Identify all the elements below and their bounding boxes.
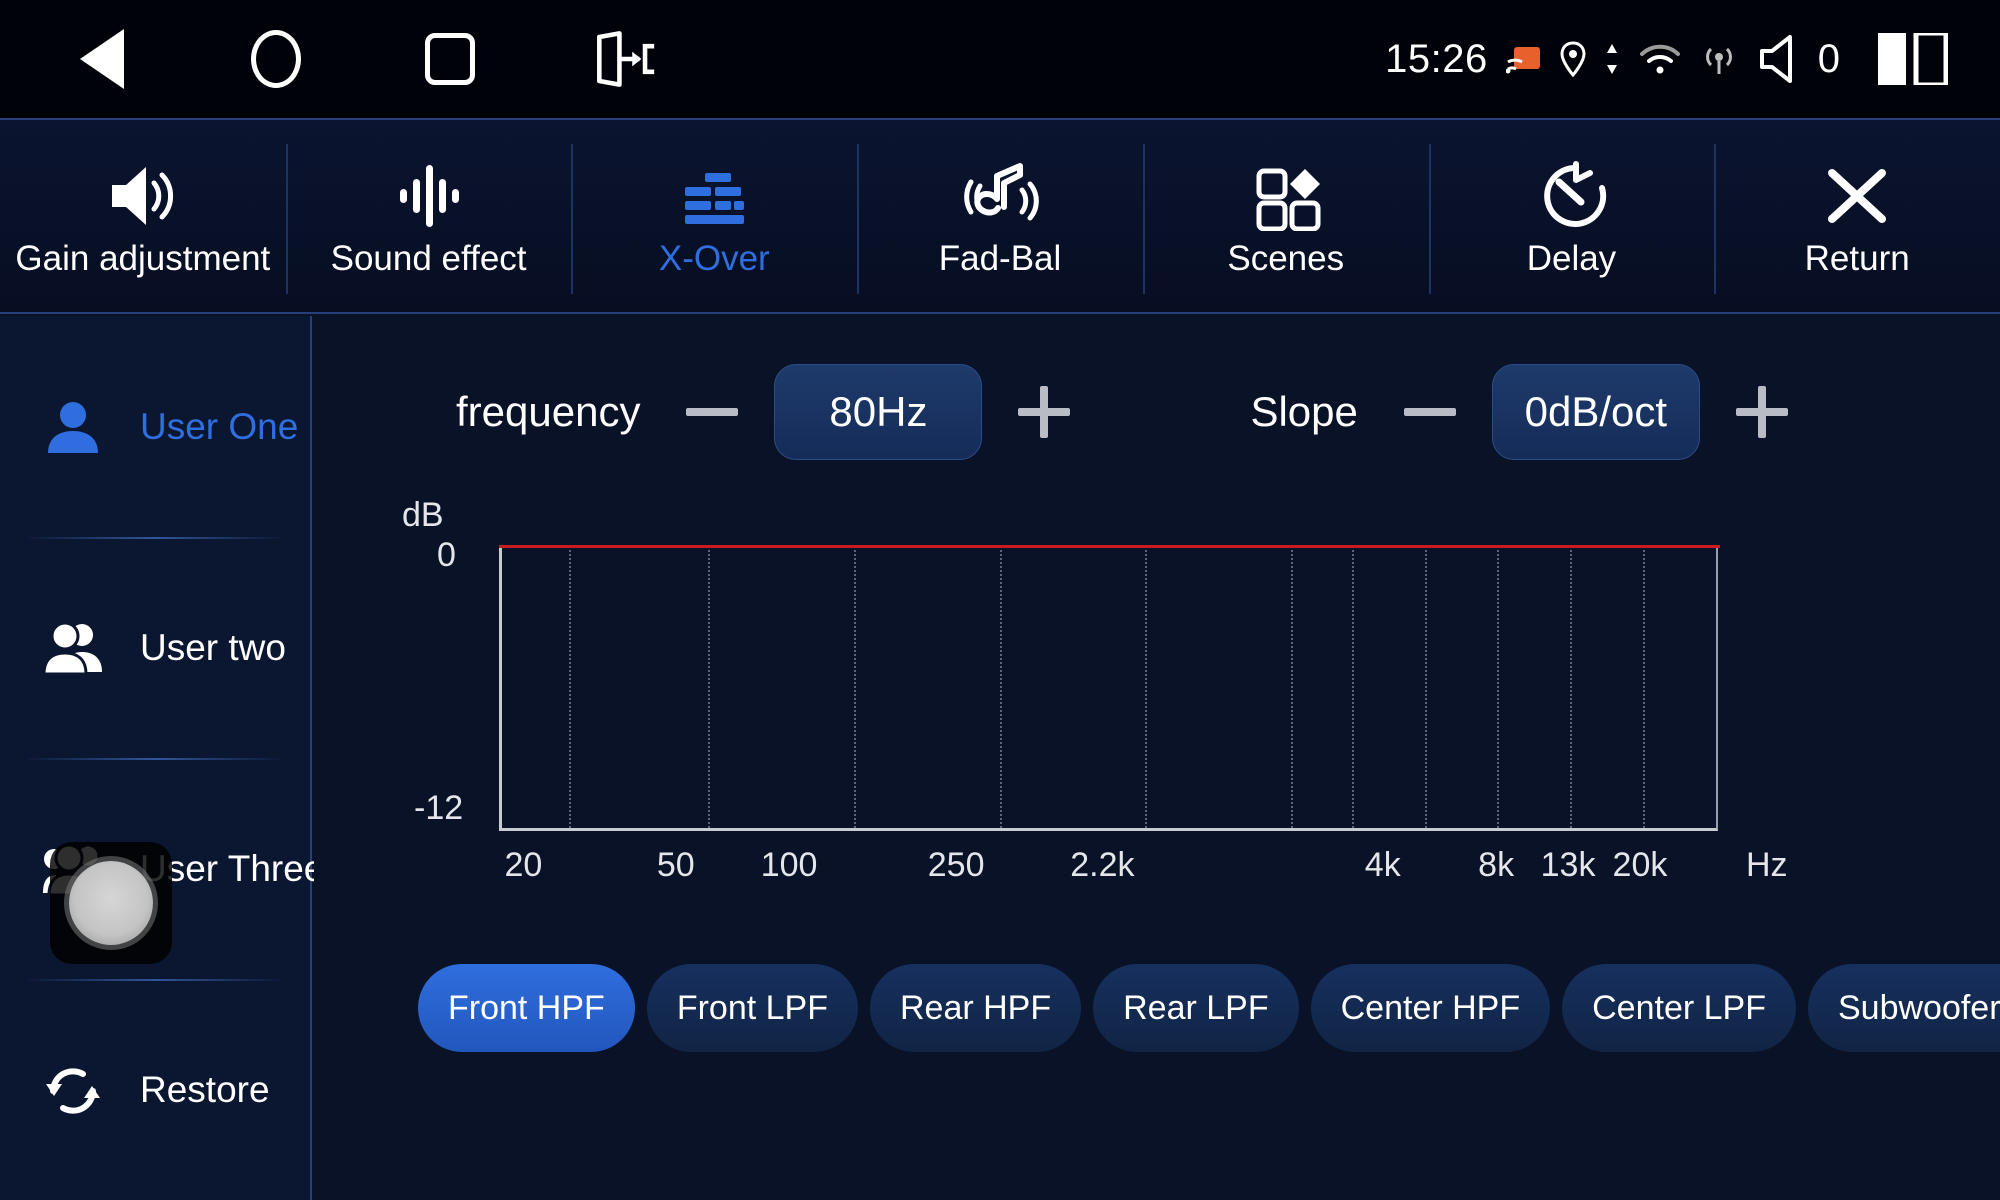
frequency-minus-icon[interactable]	[674, 374, 750, 450]
chart-plot-area[interactable]	[499, 546, 1718, 831]
home-icon[interactable]	[244, 27, 308, 91]
back-icon[interactable]	[70, 27, 134, 91]
user-preset-sidebar: User One User two	[0, 316, 324, 1200]
x-tick-label: 50	[656, 846, 695, 884]
close-x-icon	[1822, 157, 1892, 235]
broadcast-icon	[1700, 40, 1738, 78]
chart-gridline	[1291, 546, 1294, 828]
chart-gridline	[1497, 546, 1500, 828]
frequency-control: frequency 80Hz	[456, 364, 1082, 460]
x-axis-unit-label: Hz	[1746, 846, 1788, 884]
slope-minus-icon[interactable]	[1392, 374, 1468, 450]
response-curve-line	[499, 545, 1720, 548]
filter-chip-center-lpf[interactable]: Center LPF	[1562, 964, 1796, 1052]
x-tick-label: 4k	[1364, 846, 1401, 884]
user-single-icon	[42, 399, 104, 455]
exit-app-icon[interactable]	[592, 27, 656, 91]
tab-delay[interactable]: Delay	[1428, 120, 1715, 312]
navigation-bar	[70, 27, 656, 91]
tab-scenes[interactable]: Scenes	[1142, 120, 1429, 312]
split-screen-icon	[1878, 33, 1948, 85]
sidebar-item-restore[interactable]: Restore	[0, 979, 310, 1200]
y-tick-minus12: -12	[414, 789, 464, 827]
chart-gridline	[708, 546, 711, 828]
tab-x-over[interactable]: X-Over	[571, 120, 857, 312]
x-tick-label: 100	[760, 846, 818, 884]
chart-gridline	[1643, 546, 1646, 828]
chart-gridline	[1424, 546, 1427, 828]
location-pin-icon	[1560, 41, 1586, 77]
x-tick-label: 250	[927, 846, 985, 884]
filter-chip-rear-hpf[interactable]: Rear HPF	[869, 964, 1082, 1052]
status-clock: 15:26	[1385, 36, 1488, 81]
x-tick-label: 8k	[1478, 846, 1515, 884]
assistive-touch-knob	[69, 861, 153, 945]
tab-label: X-Over	[658, 238, 770, 278]
sidebar-item-user-one[interactable]: User One	[0, 316, 310, 537]
crossover-panel: frequency 80Hz Slope 0dB/oct dB 0 -	[314, 316, 2000, 1200]
tab-label: Delay	[1526, 238, 1617, 278]
filter-channel-chips: Front HPF Front LPF Rear HPF Rear LPF Center…	[418, 964, 2000, 1052]
android-status-bar: 15:26	[0, 0, 2000, 118]
equalizer-bars-icon	[671, 157, 757, 235]
y-tick-0: 0	[437, 536, 456, 574]
assistive-touch-icon[interactable]	[50, 842, 172, 964]
y-axis-unit-label: dB	[402, 496, 444, 534]
filter-chip-rear-lpf[interactable]: Rear LPF	[1093, 964, 1299, 1052]
frequency-label: frequency	[456, 388, 641, 435]
waveform-icon	[390, 157, 468, 235]
tab-label: Gain adjustment	[15, 238, 271, 278]
tab-label: Scenes	[1227, 238, 1345, 278]
sidebar-item-label: Restore	[140, 1068, 270, 1110]
filter-chip-center-hpf[interactable]: Center HPF	[1310, 964, 1551, 1052]
chart-gridline	[1351, 546, 1354, 828]
chart-gridline	[999, 546, 1002, 828]
user-double-icon	[42, 620, 104, 676]
sidebar-item-label: User One	[140, 405, 299, 447]
crossover-controls: frequency 80Hz Slope 0dB/oct	[314, 364, 2000, 460]
timer-dial-icon	[1532, 157, 1610, 235]
frequency-value[interactable]: 80Hz	[774, 364, 983, 460]
filter-chip-front-hpf[interactable]: Front HPF	[418, 964, 635, 1052]
x-tick-label: 20k	[1612, 846, 1668, 884]
slope-value[interactable]: 0dB/oct	[1491, 364, 1700, 460]
filter-chip-subwoofer[interactable]: Subwoofer..	[1807, 964, 2000, 1052]
tab-gain-adjustment[interactable]: Gain adjustment	[0, 120, 286, 312]
tab-label: Sound effect	[330, 238, 527, 278]
chart-gridline	[1570, 546, 1573, 828]
chart-gridline	[854, 546, 857, 828]
x-tick-label: 20	[504, 846, 543, 884]
frequency-plus-icon[interactable]	[1006, 374, 1082, 450]
restore-refresh-icon	[42, 1062, 104, 1118]
tab-return[interactable]: Return	[1714, 120, 2000, 312]
sidebar-item-label: User two	[140, 626, 286, 668]
chart-gridline	[1145, 546, 1148, 828]
music-note-waves-icon	[958, 157, 1042, 235]
tab-label: Return	[1804, 238, 1910, 278]
wifi-icon	[1638, 42, 1682, 76]
recents-icon[interactable]	[418, 27, 482, 91]
x-tick-label: 2.2k	[1070, 846, 1135, 884]
squares-diamond-icon	[1247, 157, 1325, 235]
filter-chip-front-lpf[interactable]: Front LPF	[646, 964, 858, 1052]
speaker-waves-icon	[104, 157, 182, 235]
slope-plus-icon[interactable]	[1724, 374, 1800, 450]
x-tick-label: 13k	[1540, 846, 1596, 884]
slope-control: Slope 0dB/oct	[1250, 364, 1799, 460]
sync-arrows-icon	[1604, 42, 1620, 76]
volume-level: 0	[1817, 36, 1840, 81]
tab-sound-effect[interactable]: Sound effect	[285, 120, 572, 312]
frequency-response-chart: dB 0 -12 20 50 100 250 2.2k 4k 8k 13k 20k Hz	[314, 494, 2000, 914]
volume-icon	[1756, 34, 1804, 84]
slope-label: Slope	[1250, 388, 1358, 435]
tab-fad-bal[interactable]: Fad-Bal	[857, 120, 1143, 312]
audio-mode-tabbar: Gain adjustment Sound effect	[0, 118, 2000, 314]
tab-label: Fad-Bal	[938, 238, 1062, 278]
chart-gridline	[568, 546, 571, 828]
status-icons-group: 15:26	[1385, 0, 1948, 118]
sidebar-item-user-two[interactable]: User two	[0, 537, 310, 758]
cast-icon	[1505, 43, 1542, 75]
